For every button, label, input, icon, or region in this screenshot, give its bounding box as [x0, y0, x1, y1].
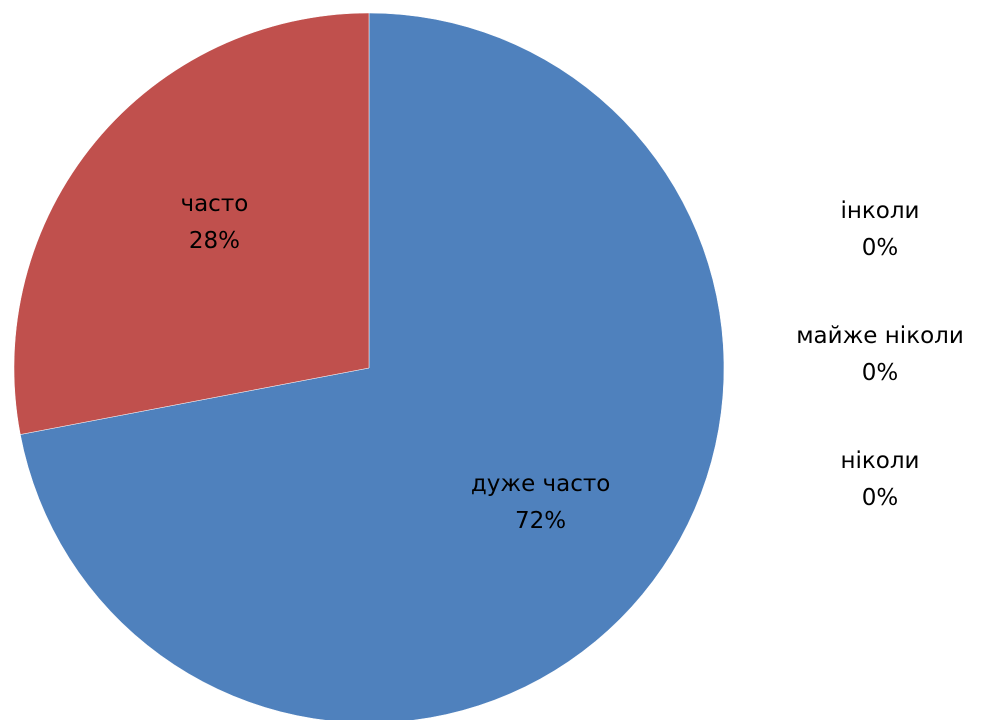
- slice-value-label-2: 0%: [862, 235, 899, 261]
- slice-label-0: дуже часто: [471, 471, 611, 497]
- pie-labels: дуже часто 72% часто 28% інколи 0% майже нікол…: [180, 191, 963, 534]
- slice-value-label-1: 28%: [189, 228, 240, 254]
- pie-slice-0: [19, 12, 725, 724]
- pie-slice-1: [13, 12, 370, 435]
- slice-label-4: ніколи: [840, 448, 919, 474]
- slice-value-label-0: 72%: [515, 508, 566, 534]
- slice-label-2: інколи: [840, 198, 919, 224]
- slice-value-label-4: 0%: [862, 485, 899, 511]
- pie-slices: [13, 12, 725, 724]
- slice-value-label-3: 0%: [862, 360, 899, 386]
- slice-label-1: часто: [180, 191, 248, 217]
- slice-label-3: майже ніколи: [796, 323, 964, 349]
